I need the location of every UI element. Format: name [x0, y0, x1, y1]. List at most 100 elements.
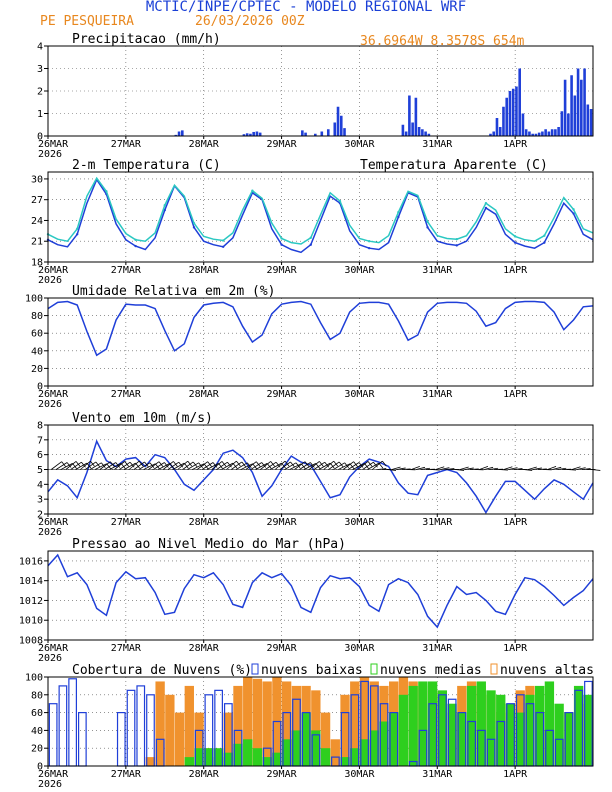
x-tick-label: 27MAR — [111, 517, 142, 528]
wind-barb-flag — [236, 460, 241, 467]
x-tick-label: 30MAR — [344, 517, 375, 528]
wind-barb — [89, 462, 102, 470]
wind-barb — [274, 460, 286, 470]
wind-barb — [182, 461, 194, 470]
precip-bar — [586, 104, 590, 136]
temp-point — [309, 243, 312, 246]
wind-barb — [333, 462, 345, 470]
x-year-label: 2026 — [38, 653, 62, 664]
panel-rh: 0 20 40 60 80 100 26MAR 27MAR 28MAR 29MAR 30MAR 31M… — [25, 284, 594, 410]
temp-point — [484, 206, 488, 210]
x-tick-label: 31MAR — [422, 517, 453, 528]
cloud-bar-high — [194, 712, 204, 766]
wind-barb — [270, 462, 282, 470]
precip-bar — [573, 95, 577, 136]
wind-barb — [552, 466, 562, 470]
cloud-bar-high — [223, 712, 233, 766]
wind-barb — [362, 461, 374, 470]
x-tick-label: 29MAR — [267, 769, 298, 780]
y-tick-label: 40 — [31, 346, 43, 357]
plot-frame — [47, 676, 594, 767]
wind-barb-flag — [304, 461, 310, 467]
wind-barb-flag — [61, 461, 66, 467]
temp-point — [426, 226, 429, 229]
temp-point — [513, 241, 517, 244]
cloud-bar-mid — [466, 685, 477, 766]
x-tick-label: 30MAR — [344, 769, 375, 780]
wind-barb — [109, 463, 122, 470]
wind-barb-flag — [173, 461, 178, 467]
wind-barb — [85, 461, 97, 470]
cloud-bar-mid — [476, 681, 486, 766]
cloud-bar-mid — [525, 694, 535, 766]
precip-bar — [314, 133, 317, 136]
precip-bar — [339, 115, 343, 136]
cloud-bar-mid — [564, 712, 574, 766]
precip-bar — [177, 131, 181, 136]
temp-point — [367, 240, 371, 243]
wind-barb — [80, 460, 91, 470]
cloud-bar-mid — [350, 748, 360, 766]
temp-point — [192, 222, 196, 225]
x-tick-label: 28MAR — [189, 517, 220, 528]
cloud-bar-high — [291, 685, 302, 766]
precip-bar — [181, 130, 184, 136]
wind-barb-flag — [207, 461, 212, 467]
plot-frame — [47, 171, 594, 263]
cloud-bar-mid — [583, 694, 593, 766]
temp-point — [192, 226, 196, 229]
wind-barb — [411, 466, 420, 470]
cloud-bar-mid — [408, 685, 418, 766]
wind-barb-flag — [255, 461, 261, 467]
cloud-bar-mid — [194, 748, 204, 766]
wind-barb — [260, 461, 271, 470]
x-year-label: 2026 — [38, 149, 62, 160]
pres-series-line-0 — [47, 553, 594, 629]
x-tick-label: 31MAR — [422, 139, 453, 150]
wind-barb-flag — [218, 463, 223, 469]
wind-barb-flag — [109, 461, 115, 467]
cloud-bar-mid — [213, 748, 224, 766]
wind-barb — [226, 460, 237, 470]
wind-barb-flag — [72, 463, 77, 469]
precip-bar — [502, 106, 505, 136]
wind-barb — [571, 466, 581, 470]
x-tick-label: 26MAR — [38, 643, 69, 654]
cloud-bar-mid — [398, 694, 409, 766]
wind-barb — [138, 462, 151, 470]
wind-barb-flag — [169, 463, 175, 469]
x-tick-label: 30MAR — [344, 139, 375, 150]
cloud-bar-mid — [291, 730, 302, 766]
cloud-bar-high — [233, 685, 243, 766]
wind-barb-flag — [367, 461, 373, 467]
temp-point — [134, 244, 137, 248]
cloud-bar-mid — [184, 757, 194, 766]
cloud-bar-mid — [379, 721, 389, 766]
cloud-bar-high — [350, 681, 360, 766]
y-tick-label: 0 — [37, 762, 43, 773]
precip-bar — [411, 122, 414, 136]
wind-barb — [124, 462, 136, 470]
temp-point — [455, 244, 458, 247]
x-tick-label: 29MAR — [267, 389, 298, 400]
precip-bar — [567, 113, 570, 136]
cloud-bar-high — [311, 690, 321, 766]
legend-apparent-temp: Temperatura Aparente (C) — [360, 158, 548, 173]
x-tick-label: 1APR — [503, 643, 528, 654]
wind-barb — [547, 466, 557, 470]
wind-barb — [55, 462, 68, 470]
precip-bar — [589, 109, 593, 136]
temp-point — [221, 239, 225, 242]
cloud-bar-mid — [418, 681, 428, 766]
cloud-bar-mid — [252, 748, 263, 766]
wind-barb — [153, 462, 165, 470]
temp-point — [309, 236, 312, 239]
temp-point — [572, 208, 575, 211]
wind-barb — [99, 461, 111, 470]
cloud-bar-high — [243, 677, 253, 766]
rh-series-line-0 — [47, 300, 594, 357]
precip-bar — [414, 97, 418, 136]
wind-panel-title: Vento em 10m (m/s) — [72, 411, 213, 426]
y-tick-label: 24 — [31, 216, 43, 227]
precip-bar — [544, 129, 547, 136]
